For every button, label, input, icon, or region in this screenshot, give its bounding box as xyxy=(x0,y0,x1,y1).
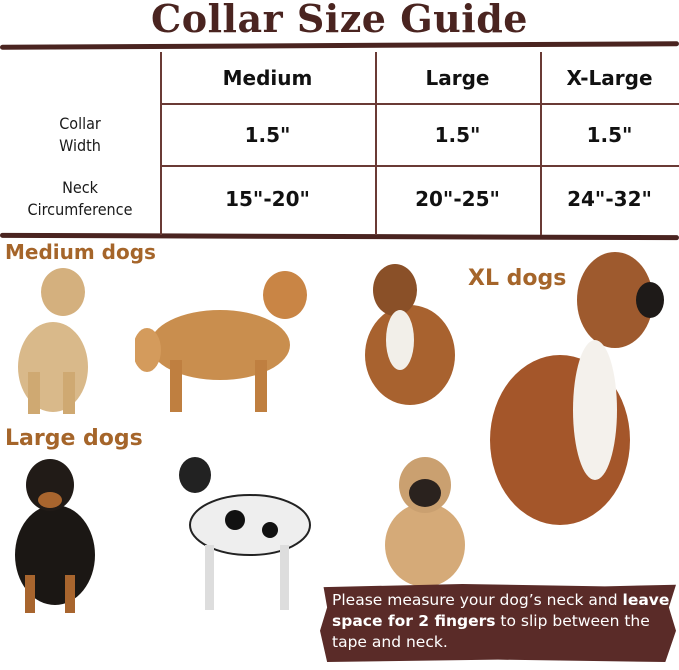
column-divider xyxy=(160,52,162,235)
row-divider xyxy=(160,165,679,167)
column-header-medium: Medium xyxy=(222,66,313,90)
great-dane-image xyxy=(179,457,311,610)
labrador-image xyxy=(18,268,88,414)
row-divider xyxy=(160,103,679,105)
measurement-note: Please measure your dog’s neck and leave… xyxy=(320,584,676,662)
row-header-neck-circumference: Neck Circumference xyxy=(0,166,160,232)
xl-boxer-image xyxy=(490,252,664,525)
row-header-collar-width: Collar Width xyxy=(0,104,160,165)
golden-retriever-image xyxy=(135,271,307,412)
note-text: Please measure your dog’s neck and xyxy=(332,591,623,609)
cell-neck-medium: 15"-20" xyxy=(225,187,310,211)
top-divider xyxy=(0,41,679,50)
note-text: to slip between the tape and neck. xyxy=(332,612,650,651)
row-header-line: Width xyxy=(59,135,101,155)
column-header-xlarge: X-Large xyxy=(566,66,653,90)
medium-dogs-label: Medium dogs xyxy=(5,240,156,264)
boxer-image xyxy=(365,264,455,405)
cell-width-large: 1.5" xyxy=(434,122,481,147)
row-header-line: Collar xyxy=(59,113,101,133)
cell-width-medium: 1.5" xyxy=(244,122,291,147)
cell-neck-large: 20"-25" xyxy=(415,187,500,211)
cell-neck-xlarge: 24"-32" xyxy=(567,187,652,211)
large-dogs-label: Large dogs xyxy=(5,426,143,451)
column-divider xyxy=(540,52,542,235)
row-header-line: Circumference xyxy=(27,200,133,219)
mastiff-image xyxy=(385,457,465,587)
column-divider xyxy=(375,52,377,235)
row-header-line: Neck xyxy=(62,178,98,197)
note-emphasis: leave space for 2 fingers xyxy=(332,591,670,630)
xl-dogs-label: XL dogs xyxy=(468,266,567,291)
cell-width-xlarge: 1.5" xyxy=(586,122,633,147)
rottweiler-image xyxy=(15,459,95,613)
column-header-large: Large xyxy=(425,66,490,90)
page-title: Collar Size Guide xyxy=(151,0,528,41)
